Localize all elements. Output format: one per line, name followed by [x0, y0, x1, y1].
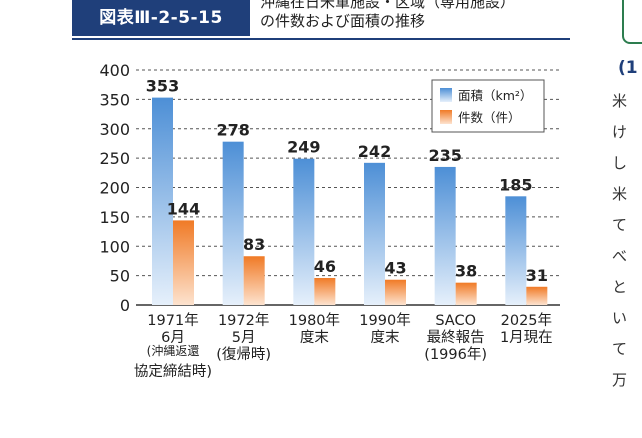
- side-text-line: べ: [612, 247, 628, 265]
- side-text-line: て: [612, 216, 628, 234]
- y-tick-label: 50: [110, 267, 130, 286]
- x-category-label: 5月: [232, 330, 256, 346]
- grid-lines: [136, 69, 560, 306]
- area-bar: [434, 166, 456, 305]
- count-bar: [455, 282, 477, 305]
- figure-header: 図表Ⅲ-2-5-15 沖縄在日米軍施設・区域（専用施設） の件数および面積の推移: [72, 0, 570, 40]
- x-category-label: 度末: [371, 329, 400, 346]
- side-panel-box: [622, 0, 642, 44]
- y-tick-label: 0: [120, 296, 130, 315]
- side-text-line: 万: [612, 371, 628, 389]
- area-bar: [152, 97, 173, 305]
- x-category-label: 1971年: [147, 312, 198, 329]
- data-label: 46: [314, 257, 336, 276]
- side-text-line: 米: [612, 185, 628, 203]
- data-label: 249: [287, 138, 320, 157]
- y-axis-ticks: 0 50 100 150 200 250 300 350 400: [99, 61, 130, 315]
- legend-label: 件数（件）: [458, 110, 521, 125]
- data-labels: 353 144 278 83 249 46 242 43 235 38 185 31: [146, 77, 548, 285]
- x-category-label: (沖縄返還: [147, 343, 200, 358]
- data-label: 353: [146, 77, 179, 96]
- x-category-label: 1990年: [359, 312, 410, 329]
- count-bar: [314, 277, 336, 305]
- data-label: 235: [428, 146, 461, 165]
- y-tick-label: 150: [99, 208, 130, 227]
- y-tick-label: 200: [99, 179, 130, 198]
- data-label: 144: [167, 199, 200, 218]
- data-label: 242: [358, 142, 391, 161]
- data-label: 38: [455, 262, 477, 281]
- area-bar: [505, 196, 527, 305]
- side-text-line: し: [612, 154, 628, 172]
- x-category-label: 1972年: [218, 312, 269, 329]
- count-bar: [385, 279, 406, 305]
- legend-swatch-area: [440, 88, 452, 102]
- area-bar: [293, 158, 315, 305]
- y-tick-label: 400: [99, 61, 130, 80]
- figure-title-line-1: 沖縄在日米軍施設・区域（専用施設）: [260, 0, 516, 11]
- header-divider: [72, 38, 570, 40]
- x-category-label: 度末: [300, 329, 329, 346]
- y-tick-label: 350: [99, 90, 130, 109]
- side-text-line: け: [612, 123, 628, 141]
- data-label: 185: [499, 175, 532, 194]
- legend: 面積（km²） 件数（件）: [431, 79, 545, 133]
- x-category-label: 6月: [161, 330, 185, 346]
- x-category-label: (1996年): [424, 346, 487, 363]
- data-label: 278: [216, 121, 249, 140]
- side-heading: (1: [618, 58, 638, 78]
- area-bar: [222, 141, 244, 305]
- x-category-label: 協定締結時): [134, 363, 212, 380]
- y-tick-label: 250: [99, 149, 130, 168]
- count-bar: [173, 220, 194, 305]
- x-category-label: SACO: [435, 313, 476, 329]
- side-text-line: い: [612, 309, 628, 327]
- x-category-label: 1980年: [289, 312, 340, 329]
- area-bar: [364, 162, 385, 305]
- x-category-label: 2025年: [501, 312, 552, 329]
- x-category-label: 1月現在: [500, 329, 553, 346]
- legend-swatch-count: [440, 110, 452, 124]
- x-category-label: (復帰時): [216, 345, 271, 363]
- data-label: 83: [243, 235, 265, 254]
- side-text-line: 米: [612, 92, 628, 110]
- y-tick-label: 100: [99, 237, 130, 256]
- count-bar: [526, 286, 548, 305]
- figure-label: 図表Ⅲ-2-5-15: [72, 0, 250, 36]
- count-bar: [243, 256, 265, 305]
- y-tick-label: 300: [99, 120, 130, 139]
- side-text-line: と: [612, 278, 628, 296]
- bars: [152, 97, 548, 305]
- data-label: 31: [526, 266, 548, 285]
- x-axis-categories: 1971年6月(沖縄返還協定締結時)1972年5月(復帰時)1980年度末199…: [134, 312, 553, 380]
- side-text-line: て: [612, 340, 628, 358]
- figure-title: 沖縄在日米軍施設・区域（専用施設） の件数および面積の推移: [260, 0, 515, 31]
- legend-label: 面積（km²）: [458, 88, 532, 103]
- figure-title-line-2: の件数および面積の推移: [260, 12, 426, 30]
- x-category-label: 最終報告: [427, 329, 485, 346]
- data-label: 43: [384, 259, 406, 278]
